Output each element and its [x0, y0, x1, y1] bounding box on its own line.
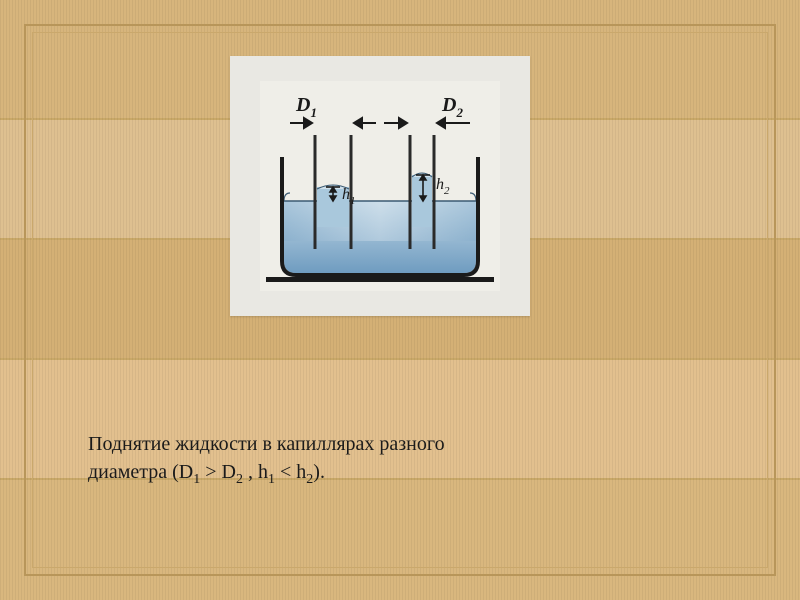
label-D1: D: [295, 94, 310, 116]
label-h2: h: [436, 176, 444, 193]
label-D2: D: [441, 94, 456, 116]
slide-background: D1 D2 h1 h2 Поднятие жидкости в капилляр…: [0, 0, 800, 600]
caption-line1: Поднятие жидкости в капиллярах разного: [88, 433, 445, 455]
caption-line2a: диаметра (D: [88, 461, 193, 483]
caption: Поднятие жидкости в капиллярах разного д…: [88, 430, 648, 490]
capillary-diagram: D1 D2 h1 h2: [260, 81, 500, 291]
label-h1: h: [342, 186, 350, 203]
diagram-card: D1 D2 h1 h2: [230, 56, 530, 316]
